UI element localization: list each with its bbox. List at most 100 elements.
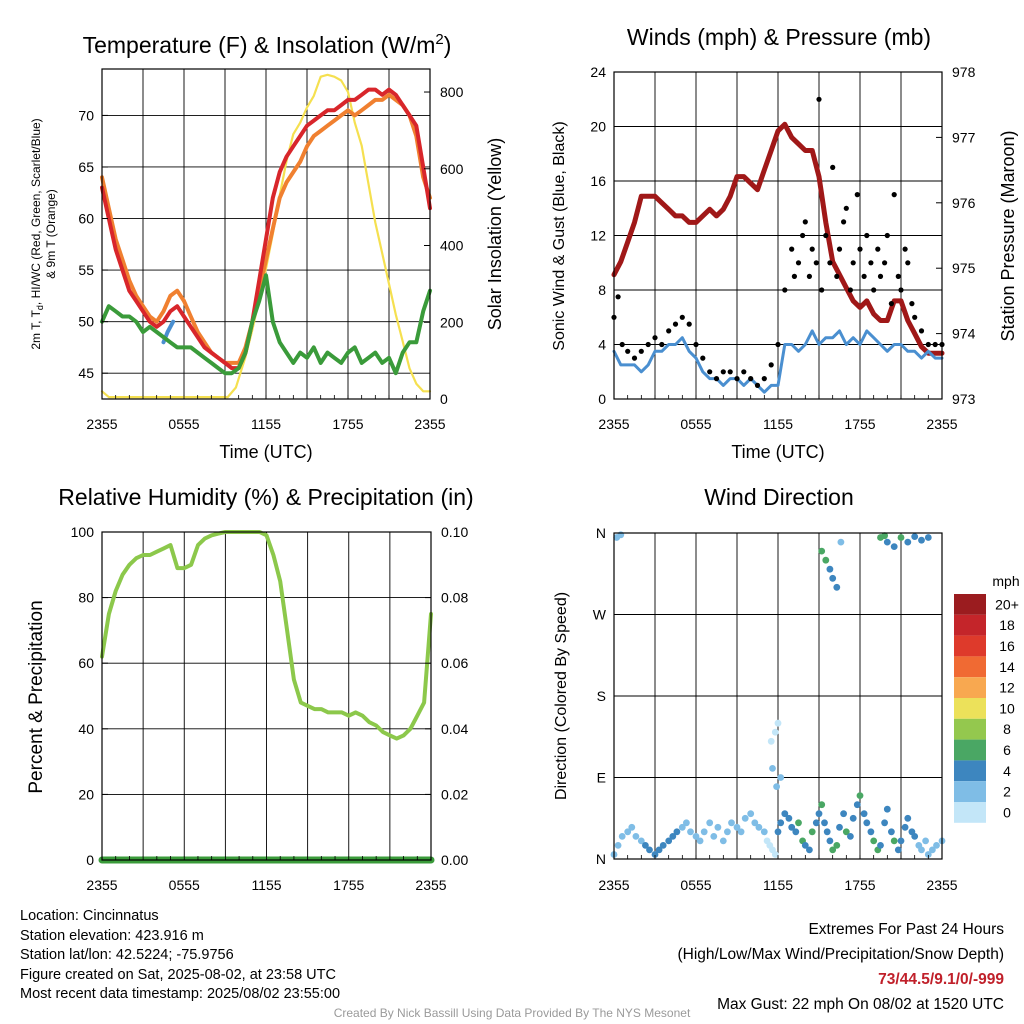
gust-point [791,273,798,279]
humidity-y2-tick-label: 0.10 [441,524,468,540]
temperature-y2label: Solar Insolation (Yellow) [485,138,505,330]
direction-point [918,846,925,854]
gust-point [748,376,754,382]
gust-point [809,246,815,252]
direction-xtick: 2355 [598,877,629,893]
gust-point [912,314,918,320]
direction-point [737,828,745,836]
gust-point [761,376,767,382]
direction-point [842,828,850,836]
direction-y-tick-label: N [596,525,606,541]
rh-series-line [100,530,433,741]
direction-point [700,828,708,836]
humidity-xtick: 1755 [333,877,364,893]
direction-point [897,534,905,541]
gust-point [802,219,808,225]
gust-point [836,246,843,252]
credit-text: Created By Nick Bassill Using Data Provi… [333,1006,691,1020]
direction-point [826,565,834,573]
winds-ylabel: Sonic Wind & Gust (Blue, Black) [551,121,568,350]
winds-y-tick-label: 4 [598,337,606,353]
direction-point [888,828,895,836]
temperature-y2-tick-label: 400 [440,238,464,254]
direction-point [651,851,659,858]
direction-point [785,814,793,822]
direction-point [911,833,919,840]
direction-point [710,833,718,840]
direction-point [614,842,622,849]
td-series-line [100,273,432,376]
gust-point [768,362,774,368]
direction-point [687,828,694,836]
direction-point [774,828,782,836]
direction-y-tick-label: E [597,770,606,786]
direction-point [840,810,847,818]
direction-point [673,828,681,836]
solar-series-line [100,73,432,399]
direction-xtick: 1755 [844,877,875,893]
gust-point [830,164,836,170]
direction-point [877,842,884,849]
direction-point [767,737,775,745]
humidity-y2-tick-label: 0.04 [441,721,468,737]
direction-point [904,538,912,546]
humidity-y-tick-label: 20 [78,786,94,802]
direction-point [632,833,640,840]
direction-point [867,828,875,836]
gust-point [631,355,638,361]
winds-y-tick-label: 12 [590,228,606,244]
legend-unit: mph [992,573,1019,589]
gust-point [871,287,877,293]
humidity-y2-tick-label: 0.02 [441,786,468,802]
gust-point [645,341,651,348]
temperature-xtick: 1755 [332,416,363,432]
direction-point [881,819,888,827]
temperature-y-tick-label: 70 [78,107,94,123]
direction-point [829,846,837,854]
station-info: Location: Cincinnatus Station elevation:… [20,907,340,1005]
humidity-xtick: 1155 [251,877,281,893]
gust-point [800,232,806,239]
direction-point [853,801,861,809]
direction-xtick: 0555 [680,877,711,893]
gust-point [679,314,685,320]
direction-point [918,536,925,544]
direction-point [833,583,841,591]
winds-xtick: 1755 [844,416,875,432]
direction-point [755,823,763,831]
winds-y2label: Station Pressure (Maroon) [998,130,1018,341]
humidity-xtick: 0555 [169,877,200,893]
winds-y2-tick-label: 974 [952,326,976,342]
direction-point [747,810,755,818]
extremes-subtitle: (High/Low/Max Wind/Precipitation/Snow De… [677,946,1005,963]
direction-point [821,819,828,827]
direction-point [863,819,871,827]
gust-point [659,341,665,348]
direction-point [815,810,823,818]
direction-point [801,842,809,849]
direction-point [719,837,727,845]
direction-point [683,819,690,827]
temperature-xtick: 1155 [251,416,281,432]
humidity-title: Relative Humidity (%) & Precipitation (i… [58,484,473,510]
direction-y-tick-label: N [596,851,606,867]
winds-y2-tick-label: 976 [952,195,976,211]
direction-point [714,823,722,831]
temperature-ylabel-line1: 2m T, Td, HI/WC (Red, Green, Scarlet/Blu… [29,118,45,349]
direction-point [823,828,831,836]
temperature-y2-tick-label: 0 [440,391,448,407]
temperature-xlabel: Time (UTC) [219,442,312,462]
direction-point [822,556,830,564]
latlon-text: Station lat/lon: 42.5224; -75.9756 [20,947,234,963]
legend-label: 20+ [995,596,1019,612]
direction-point [881,532,888,540]
legend-swatch [954,594,986,615]
legend-swatch [954,739,986,761]
humidity-ylabel: Percent & Precipitation [26,600,47,793]
humidity-y2-tick-label: 0.08 [441,590,468,606]
gust-point [854,192,860,198]
humidity-y2-tick-label: 0.06 [441,655,468,671]
gust-point [864,232,870,239]
temperature-y-tick-label: 55 [78,262,94,278]
gust-point [819,287,825,293]
